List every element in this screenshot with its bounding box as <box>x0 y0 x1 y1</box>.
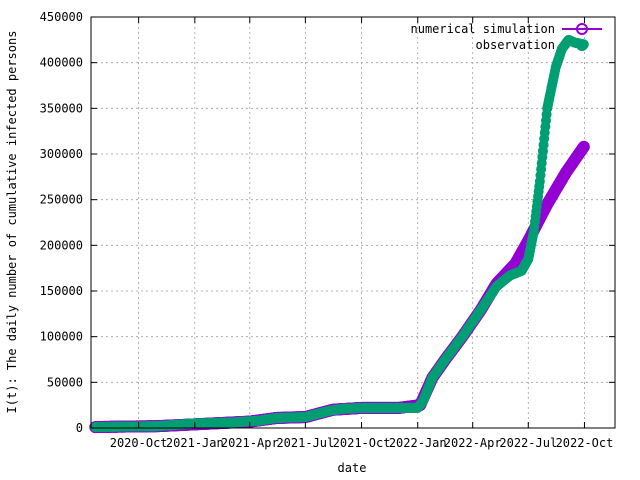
y-tick-label: 350000 <box>40 101 83 115</box>
legend: numerical simulation observation <box>411 22 602 52</box>
series-numerical-simulation <box>89 140 590 434</box>
y-tick-label: 300000 <box>40 147 83 161</box>
y-axis-title: I(t): The daily number of cumulative inf… <box>5 31 19 414</box>
y-tick-label: 250000 <box>40 193 83 207</box>
legend-marker <box>576 39 588 51</box>
x-tick-label: 2020-Oct <box>110 436 168 450</box>
x-axis-title: date <box>338 461 367 475</box>
series-layer <box>89 34 590 434</box>
plot-frame <box>90 16 616 429</box>
y-tick-label: 50000 <box>47 375 83 389</box>
series-observation <box>90 34 589 433</box>
y-tick-label: 400000 <box>40 56 83 70</box>
x-tick-label: 2021-Jul <box>276 436 334 450</box>
y-tick-label: 100000 <box>40 330 83 344</box>
legend-label: numerical simulation <box>411 22 556 36</box>
y-tick-label: 450000 <box>40 10 83 24</box>
x-tick-label: 2021-Oct <box>333 436 391 450</box>
x-tick-label: 2022-Apr <box>444 436 502 450</box>
y-tick-label: 200000 <box>40 238 83 252</box>
y-axis: 0 50000 100000 150000 200000 250000 300000 3500… <box>40 10 615 435</box>
x-tick-label: 2022-Jul <box>499 436 557 450</box>
x-tick-label: 2022-Jan <box>389 436 447 450</box>
data-point <box>577 140 590 153</box>
y-tick-label: 150000 <box>40 284 83 298</box>
y-tick-label: 0 <box>76 421 83 435</box>
x-tick-label: 2021-Jan <box>166 436 224 450</box>
x-axis: 2020-Oct2021-Jan2021-Apr2021-Jul2021-Oct… <box>110 17 614 450</box>
grid <box>91 17 615 428</box>
x-tick-label: 2022-Oct <box>556 436 614 450</box>
x-tick-label: 2021-Apr <box>221 436 279 450</box>
legend-marker <box>576 23 588 35</box>
legend-label: observation <box>476 38 555 52</box>
